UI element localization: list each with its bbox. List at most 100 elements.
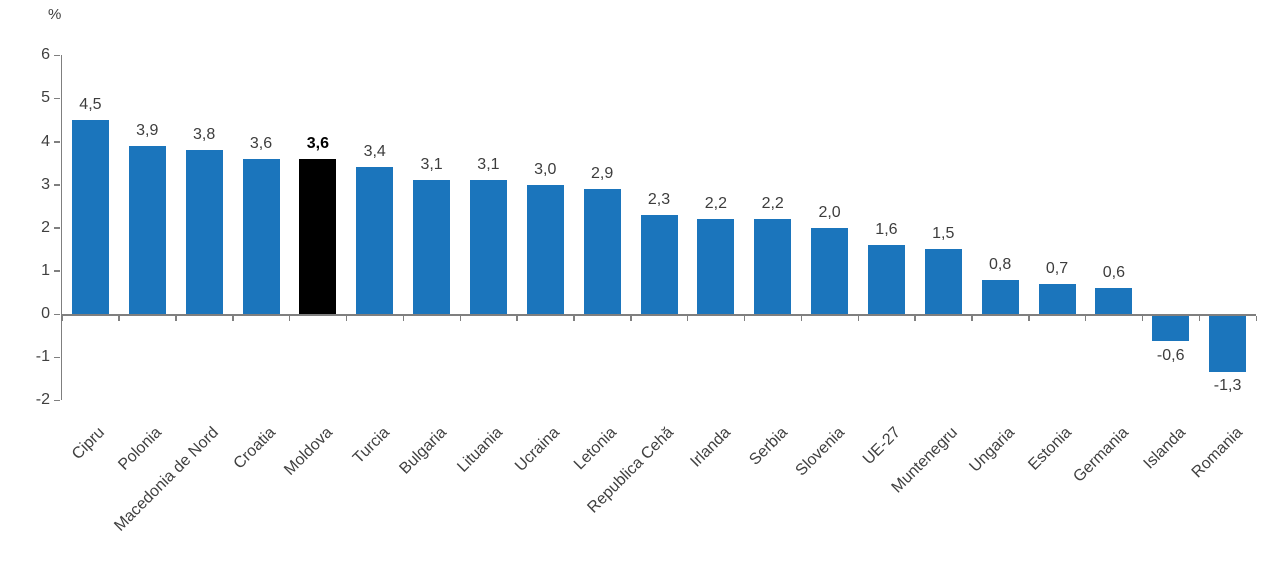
y-axis-tick xyxy=(54,141,60,143)
value-label: 2,0 xyxy=(818,203,841,221)
y-axis-tick xyxy=(54,313,60,315)
bar-croatia xyxy=(242,158,280,314)
x-axis-tick xyxy=(800,315,803,321)
bar-muntenegru xyxy=(924,249,962,314)
value-label: 2,3 xyxy=(647,190,671,208)
category-label: Cipru xyxy=(69,424,109,464)
x-axis-tick xyxy=(61,315,63,321)
x-axis-tick xyxy=(857,315,859,321)
category-label: Serbia xyxy=(745,424,791,469)
value-label: 3,1 xyxy=(477,156,500,174)
category-label: Lituania xyxy=(454,424,507,476)
bar-republica-ceh xyxy=(640,214,678,314)
y-axis-tick xyxy=(54,54,60,57)
y-axis-tick xyxy=(54,97,60,100)
value-label: 2,2 xyxy=(704,195,727,213)
y-axis-tick xyxy=(54,227,60,229)
x-axis-tick xyxy=(1084,315,1087,321)
y-axis-tick xyxy=(54,270,60,272)
category-label: Estonia xyxy=(1025,424,1076,474)
x-axis-tick xyxy=(1028,315,1030,321)
bar-moldova xyxy=(299,158,337,314)
x-axis-tick xyxy=(459,315,461,321)
bar-polonia xyxy=(128,145,166,314)
y-axis-line xyxy=(60,55,62,401)
y-axis-tick-label: -1 xyxy=(35,348,50,366)
category-label: Germania xyxy=(1070,424,1132,486)
y-axis-tick xyxy=(54,399,60,402)
y-axis-tick-label: 5 xyxy=(41,89,50,107)
bar-letonia xyxy=(583,188,621,314)
value-label: 0,8 xyxy=(989,255,1012,273)
x-axis-tick xyxy=(1255,315,1257,321)
x-axis-tick xyxy=(232,315,234,321)
y-axis-tick-label: 1 xyxy=(41,261,50,279)
category-label: Ungaria xyxy=(966,424,1019,476)
x-axis-tick xyxy=(971,315,973,321)
value-label: 2,2 xyxy=(761,195,784,213)
y-axis-tick-label: 0 xyxy=(41,305,50,322)
bar-turcia xyxy=(356,167,394,314)
x-axis-tick xyxy=(630,315,632,321)
category-label: UE-27 xyxy=(860,424,905,469)
y-axis-tick xyxy=(54,184,60,186)
category-label: Turcia xyxy=(349,424,393,468)
bar-estonia xyxy=(1038,283,1076,314)
x-axis-tick xyxy=(175,315,177,321)
value-label: 3,6 xyxy=(249,134,273,152)
bar-romania xyxy=(1209,315,1247,372)
value-label: 1,6 xyxy=(875,221,898,238)
x-axis-baseline xyxy=(62,314,1256,316)
x-axis-tick xyxy=(743,315,746,321)
bar-macedonia-de-nord xyxy=(185,150,223,314)
value-label: 4,5 xyxy=(79,95,102,113)
category-label: Macedonia de Nord xyxy=(111,424,223,535)
category-label: Moldova xyxy=(281,424,336,479)
value-label: 3,9 xyxy=(136,121,159,139)
bar-irlanda xyxy=(697,219,735,314)
category-label: Romania xyxy=(1188,424,1246,482)
value-label: -0,6 xyxy=(1156,346,1185,364)
value-label: -1,3 xyxy=(1213,377,1242,395)
value-label: 3,0 xyxy=(534,160,557,178)
bar-ue-27 xyxy=(867,245,905,314)
y-axis-tick-label: -2 xyxy=(35,391,50,409)
y-axis-tick-label: 4 xyxy=(41,132,50,150)
category-label: Islanda xyxy=(1140,424,1189,473)
x-axis-tick xyxy=(516,315,518,321)
x-axis-tick xyxy=(573,315,575,321)
category-label: Bulgaria xyxy=(396,424,450,478)
y-axis-tick-label: 3 xyxy=(41,175,50,193)
value-label: 0,6 xyxy=(1102,264,1125,282)
value-label: 3,8 xyxy=(193,126,216,144)
category-label: Croatia xyxy=(230,424,280,473)
x-axis-tick xyxy=(1141,315,1144,321)
bar-lituania xyxy=(469,180,507,314)
category-label: Ucraina xyxy=(512,424,564,476)
y-axis-tick xyxy=(54,356,60,359)
x-axis-tick xyxy=(402,315,405,321)
value-label: 3,6 xyxy=(306,134,329,152)
y-axis-unit-label: % xyxy=(48,6,62,23)
bar-germania xyxy=(1095,288,1133,314)
bar-serbia xyxy=(754,219,792,314)
bar-ungaria xyxy=(981,279,1019,314)
value-label: 1,5 xyxy=(932,225,955,243)
value-label: 2,9 xyxy=(591,164,614,182)
category-label: Polonia xyxy=(115,424,166,474)
y-axis-tick-label: 6 xyxy=(41,46,50,64)
value-label: 3,1 xyxy=(420,156,443,174)
x-axis-tick xyxy=(345,315,348,321)
x-axis-tick xyxy=(118,315,120,321)
bar-slovenia xyxy=(811,227,849,314)
bar-cipru xyxy=(71,119,109,314)
category-label: Irlanda xyxy=(687,424,734,471)
bar-bulgaria xyxy=(413,180,451,314)
bar-ucraina xyxy=(526,184,564,314)
x-axis-tick xyxy=(288,315,291,321)
category-label: Letonia xyxy=(571,424,621,474)
value-label: 0,7 xyxy=(1045,259,1069,277)
y-axis-tick-label: 2 xyxy=(41,218,50,236)
x-axis-tick xyxy=(686,315,689,321)
